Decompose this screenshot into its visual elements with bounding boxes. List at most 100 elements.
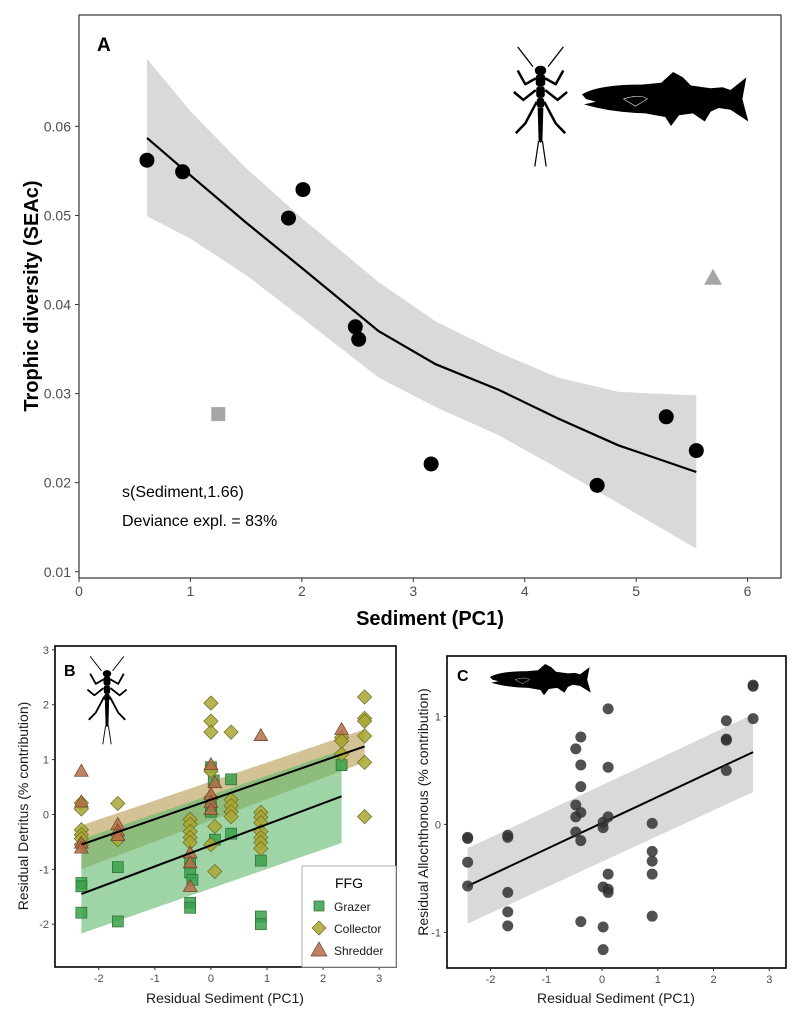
data-point	[720, 764, 732, 776]
panel-c-tag: C	[457, 668, 469, 685]
panel-b-frame	[54, 645, 397, 968]
data-point	[575, 835, 587, 847]
gam-fit-line	[146, 137, 697, 474]
y-tick-label: 1	[435, 711, 441, 723]
data-point	[646, 910, 658, 922]
shredder-point	[207, 775, 223, 789]
panel-c-frame	[446, 655, 787, 969]
data-point	[351, 331, 367, 347]
x-tick-label: 0	[75, 583, 83, 599]
x-tick-label: 0	[599, 974, 605, 986]
stonefly-icon	[86, 655, 128, 746]
legend-grazer-label: Grazer	[334, 900, 371, 914]
panel-b-tag: B	[64, 663, 76, 680]
collector-point	[356, 809, 373, 825]
data-point	[295, 182, 311, 198]
shredder-point	[182, 878, 198, 892]
shredder-point	[182, 855, 198, 869]
grazer-fit-line	[81, 795, 342, 895]
salmon-icon	[489, 663, 592, 696]
panel-a-tag: A	[97, 35, 111, 56]
collector-point	[203, 724, 219, 740]
collector-point	[356, 689, 373, 705]
panel-a-x-axis-title: Sediment (PC1)	[356, 608, 504, 630]
data-point	[139, 152, 155, 168]
shredder-point	[253, 727, 269, 741]
collector-point	[203, 695, 219, 711]
shredder-point	[73, 794, 89, 808]
data-point	[570, 743, 582, 755]
data-point	[646, 845, 658, 857]
data-point	[423, 456, 439, 472]
legend-shredder-symbol	[310, 941, 328, 957]
y-tick-label: 0.06	[44, 118, 71, 134]
y-tick-label: 0.02	[44, 475, 71, 491]
shredder-point	[73, 763, 89, 777]
excluded-point-square	[211, 407, 226, 422]
legend-grazer-symbol	[313, 900, 325, 912]
data-point	[575, 916, 587, 928]
panel-a-frame	[78, 14, 782, 579]
data-point	[575, 807, 587, 819]
grazer-point	[184, 901, 197, 914]
data-point	[747, 680, 759, 692]
collector-point	[253, 840, 269, 857]
data-point	[597, 944, 609, 956]
shredder-point	[203, 801, 219, 816]
data-point	[570, 826, 582, 838]
x-tick-label: 0	[208, 973, 214, 985]
shredder-point	[334, 721, 350, 735]
y-tick-label: 0.03	[44, 386, 71, 402]
collector-shredder-fit-line	[81, 745, 365, 846]
collector-point	[207, 863, 223, 880]
data-point	[602, 761, 614, 773]
data-point	[597, 822, 609, 834]
data-point	[462, 832, 474, 844]
excluded-point-triangle	[704, 268, 723, 285]
y-tick-label: -2	[39, 919, 49, 931]
panel-a-y-axis-title: Trophic diversity (SEAc)	[21, 180, 43, 411]
legend-title: FFG	[335, 875, 363, 891]
data-point	[502, 831, 514, 843]
shredder-point	[110, 827, 126, 841]
legend-collector-symbol	[311, 920, 327, 936]
data-point	[462, 856, 474, 868]
y-tick-label: 0	[43, 809, 49, 821]
grazer-point	[111, 915, 124, 928]
x-tick-label: -1	[150, 973, 160, 985]
data-point	[175, 164, 191, 180]
panel-c-x-axis-title: Residual Sediment (PC1)	[537, 990, 695, 1006]
data-point	[575, 731, 587, 743]
gam-confidence-band	[147, 58, 697, 549]
grazer-point	[75, 906, 88, 919]
collector-point	[223, 809, 239, 825]
collector-point	[223, 724, 239, 740]
panel-c: -2 -1 0 1 2 3 -1 0 1 C Residual Sediment (PC1) R…	[415, 655, 787, 1006]
x-tick-label: 1	[655, 974, 661, 986]
x-tick-label: 1	[264, 973, 270, 985]
data-point	[575, 781, 587, 793]
x-tick-label: -1	[541, 974, 551, 986]
y-tick-label: -1	[39, 864, 49, 876]
collector-point	[356, 754, 373, 770]
panel-c-y-axis-title: Residual Allochthonous (% contribution)	[415, 688, 431, 935]
x-tick-label: -2	[486, 974, 496, 986]
grazer-point	[254, 854, 267, 867]
data-point	[462, 880, 474, 892]
data-point	[602, 811, 614, 823]
x-tick-label: 3	[376, 973, 382, 985]
panel-a: 0 1 2 3 4 5 6 0.01 0.02 0.03 0.04 0.05 0.06 A s(Sedi…	[21, 14, 782, 630]
y-tick-label: 0.05	[44, 207, 71, 223]
x-tick-label: 6	[744, 583, 752, 599]
salmon-icon	[581, 71, 749, 127]
legend-collector-label: Collector	[334, 922, 381, 936]
data-point	[720, 734, 732, 746]
y-tick-label: 0.01	[44, 564, 71, 580]
shredder-point	[73, 840, 89, 854]
panel-b: -2 -1 0 1 2 3 -2 -1 0 1 2 3 B FFG Grazer Collector …	[15, 645, 397, 1006]
data-point	[589, 477, 605, 493]
x-tick-label: 2	[320, 973, 326, 985]
data-point	[720, 715, 732, 727]
data-point	[575, 759, 587, 771]
